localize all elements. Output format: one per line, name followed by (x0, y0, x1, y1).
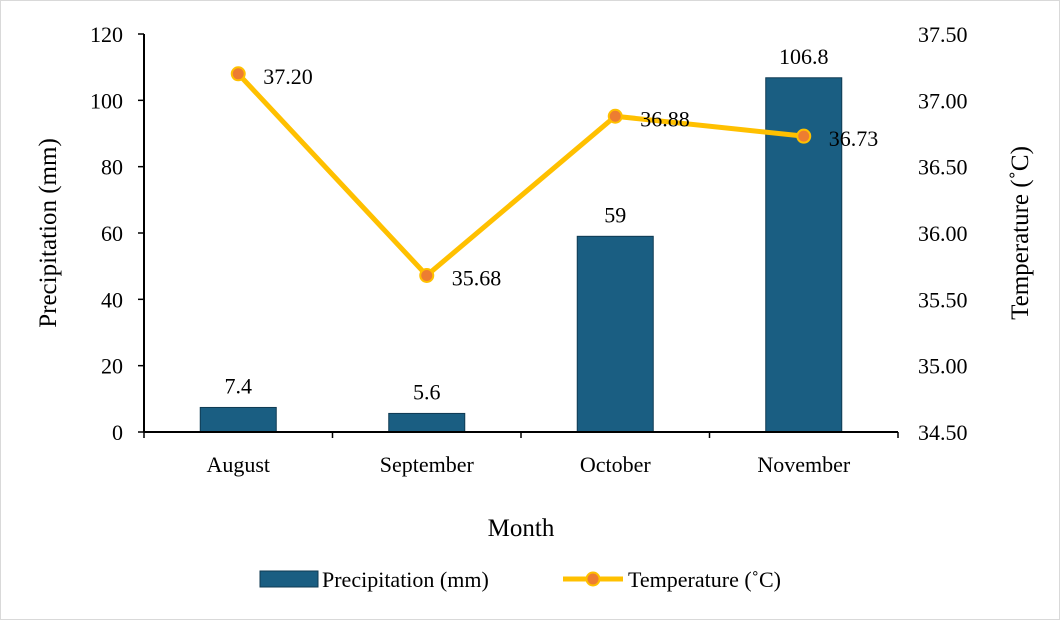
line-data-label: 36.73 (829, 126, 879, 151)
y-tick-label: 80 (101, 155, 123, 180)
legend-label-precipitation: Precipitation (mm) (322, 567, 489, 592)
y-tick-label: 20 (101, 354, 123, 379)
y-tick-label: 120 (90, 22, 123, 47)
x-tick-label: August (206, 452, 270, 477)
x-tick-labels: August September October November (206, 452, 850, 477)
y2-tick-label: 37.50 (918, 22, 968, 47)
line-data-label: 35.68 (452, 265, 502, 290)
y-tick-label: 60 (101, 221, 123, 246)
x-tick-label: October (580, 452, 652, 477)
legend-label-temperature: Temperature (˚C) (628, 567, 781, 592)
y2-tick-labels: 34.50 35.00 35.50 36.00 36.50 37.00 37.50 (918, 22, 968, 445)
y-tick-label: 100 (90, 88, 123, 113)
bar-precipitation (576, 235, 654, 433)
bar-data-label: 5.6 (413, 379, 441, 404)
data-labels: 7.4 5.6 59 106.8 37.20 35.68 36.88 36.73 (225, 44, 879, 405)
bar-data-label: 7.4 (225, 373, 253, 398)
temperature-point (607, 108, 623, 124)
line-data-label: 37.20 (263, 64, 313, 89)
y2-tick-label: 34.50 (918, 420, 968, 445)
bar-precipitation (199, 406, 277, 433)
legend-swatch-temperature-marker (585, 571, 601, 587)
line-data-label: 36.88 (640, 106, 690, 131)
axes-layer (138, 33, 899, 438)
temperature-point (796, 128, 812, 144)
temperature-point (230, 66, 246, 82)
y2-tick-label: 36.50 (918, 155, 968, 180)
y-axis-title: Precipitation (mm) (35, 138, 62, 328)
x-tick-label: September (380, 452, 475, 477)
temperature-point (419, 267, 435, 283)
bar-data-label: 106.8 (779, 44, 829, 69)
y2-tick-label: 36.00 (918, 221, 968, 246)
y2-tick-label: 35.00 (918, 354, 968, 379)
bar-precipitation (388, 412, 466, 433)
legend-swatch-precipitation (259, 570, 319, 588)
y2-axis-title: Temperature (˚C) (1007, 146, 1034, 320)
y-tick-label: 0 (112, 420, 123, 445)
line-layer (230, 66, 812, 283)
legend: Precipitation (mm) Temperature (˚C) (259, 567, 781, 592)
y2-tick-label: 37.00 (918, 88, 968, 113)
bar-data-label: 59 (604, 202, 626, 227)
temperature-line (236, 72, 805, 278)
y2-tick-label: 35.50 (918, 287, 968, 312)
x-axis-title: Month (488, 515, 555, 542)
y-tick-label: 40 (101, 287, 123, 312)
y-tick-labels: 0 20 40 60 80 100 120 (90, 22, 123, 445)
x-tick-label: November (757, 452, 851, 477)
